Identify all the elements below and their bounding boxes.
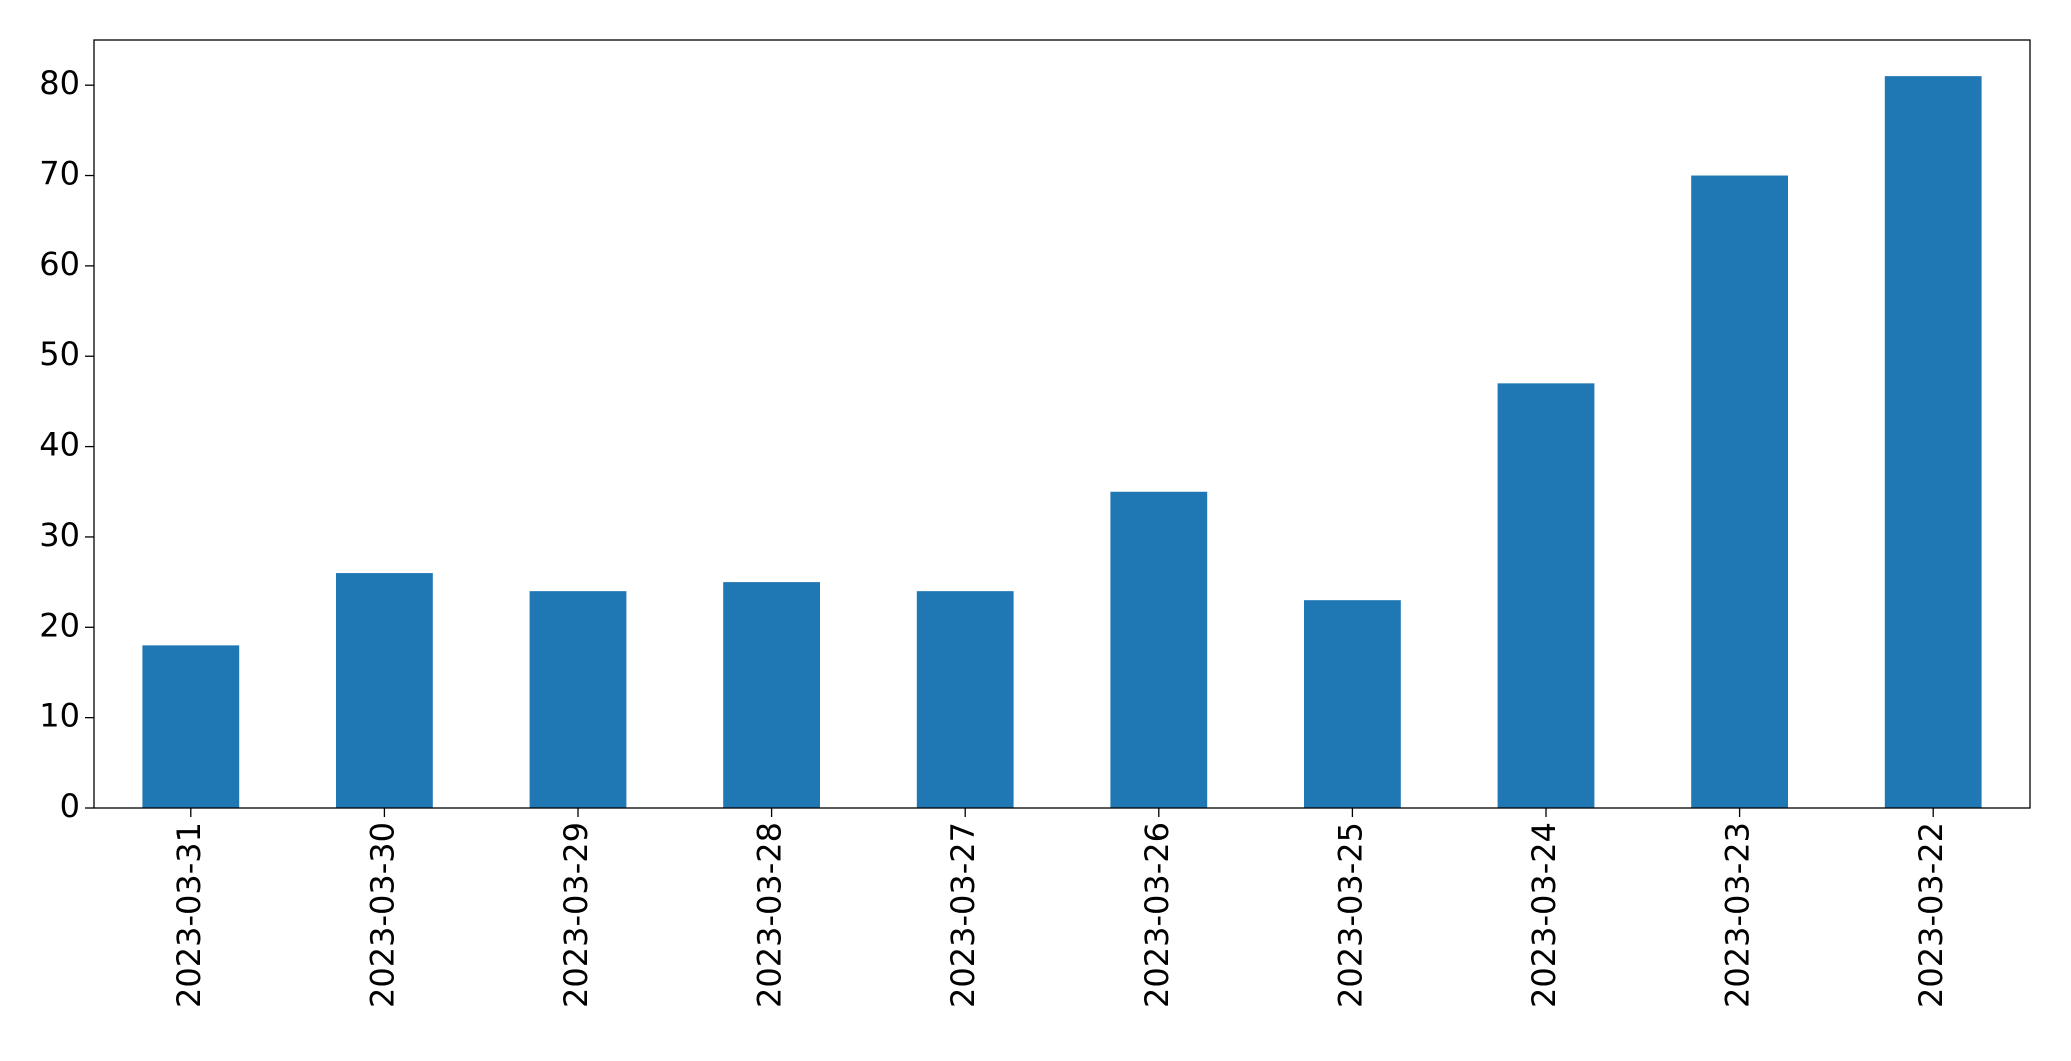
y-tick-label: 10 [39, 697, 80, 735]
x-tick-label: 2023-03-31 [170, 822, 208, 1008]
x-tick-label: 2023-03-23 [1719, 822, 1757, 1008]
y-tick-label: 20 [39, 606, 80, 644]
bar [142, 645, 240, 808]
bar [1884, 76, 1982, 808]
x-tick-label: 2023-03-30 [363, 822, 401, 1008]
y-tick-label: 60 [39, 245, 80, 283]
y-tick-label: 70 [39, 155, 80, 193]
bar [1304, 600, 1401, 808]
bar [529, 591, 627, 808]
y-tick-label: 50 [39, 335, 80, 373]
bar [1110, 491, 1208, 808]
bar [723, 582, 820, 808]
bar [1691, 175, 1788, 808]
y-tick-label: 0 [60, 787, 80, 825]
x-tick-label: 2023-03-22 [1912, 822, 1950, 1008]
x-tick-label: 2023-03-28 [751, 822, 789, 1008]
bar [1497, 383, 1595, 808]
y-tick-label: 40 [39, 426, 80, 464]
y-tick-label: 30 [39, 516, 80, 554]
plot-frame [93, 39, 2031, 809]
x-tick-label: 2023-03-26 [1138, 822, 1176, 1008]
x-tick-label: 2023-03-24 [1525, 822, 1563, 1008]
bar [916, 591, 1014, 808]
x-tick-label: 2023-03-29 [557, 822, 595, 1008]
y-tick-label: 80 [39, 64, 80, 102]
x-tick-label: 2023-03-27 [944, 822, 982, 1008]
bar [336, 573, 433, 808]
x-tick-label: 2023-03-25 [1331, 822, 1369, 1008]
